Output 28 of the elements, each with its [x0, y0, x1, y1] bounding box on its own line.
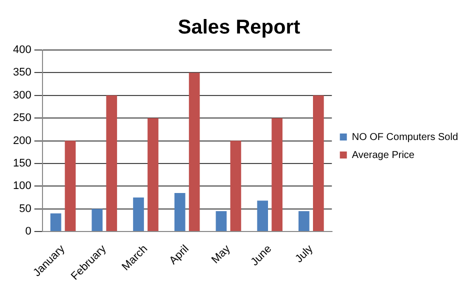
x-tick-label: May: [210, 242, 234, 266]
y-tick-label: 250: [12, 112, 32, 124]
y-tick-label: 300: [12, 89, 32, 102]
bar: [257, 200, 268, 232]
y-tick-label: 50: [19, 202, 32, 215]
bar: [133, 198, 144, 232]
bar: [148, 118, 158, 232]
chart-title: Sales Report: [178, 16, 300, 39]
bar: [298, 211, 310, 232]
y-tick-label: 100: [12, 180, 32, 192]
bar: [92, 208, 103, 232]
bar: [106, 95, 118, 232]
y-tick-label: 350: [12, 66, 32, 79]
bar: [312, 95, 324, 232]
bar: [188, 72, 200, 232]
legend-label: Average Price: [352, 150, 415, 161]
bar: [216, 211, 227, 232]
bar: [174, 192, 186, 232]
bar: [230, 140, 242, 232]
legend-label: NO OF Computers Sold: [352, 132, 458, 143]
x-tick-label: July: [293, 242, 316, 266]
y-tick-label: 200: [12, 134, 32, 147]
bar: [272, 118, 282, 232]
y-tick-label: 400: [12, 44, 32, 56]
y-tick-label: 150: [12, 157, 32, 170]
bar: [64, 140, 76, 232]
bar: [50, 213, 62, 232]
y-tick-label: 0: [25, 226, 32, 238]
